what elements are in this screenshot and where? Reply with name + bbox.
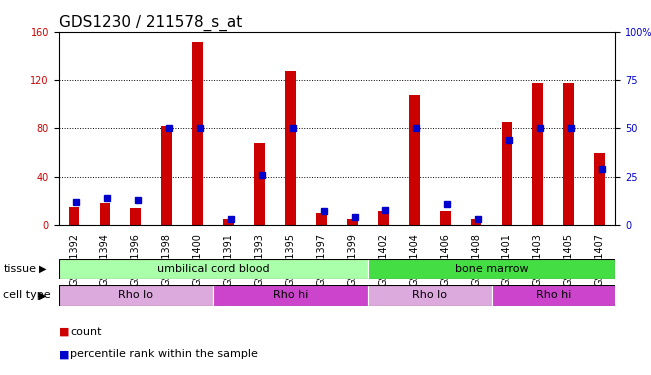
Bar (130, 208, 141, 225)
Bar (68, 207, 79, 225)
Bar (594, 153, 605, 225)
Text: ■: ■ (59, 327, 69, 337)
Text: ■: ■ (59, 350, 69, 359)
Bar (223, 219, 234, 225)
Text: Rho hi: Rho hi (273, 290, 308, 300)
Bar (59, 259, 615, 279)
Bar (59, 259, 368, 279)
Text: cell type: cell type (3, 291, 51, 300)
Bar (409, 94, 420, 225)
Text: Rho hi: Rho hi (536, 290, 571, 300)
Bar (533, 82, 544, 225)
Text: tissue: tissue (3, 264, 36, 274)
Bar (59, 285, 615, 306)
Text: bone marrow: bone marrow (454, 264, 529, 274)
Bar (501, 122, 512, 225)
Text: count: count (70, 327, 102, 337)
Bar (368, 285, 492, 306)
Bar (100, 203, 111, 225)
Bar (439, 210, 450, 225)
Text: ▶: ▶ (38, 291, 46, 300)
Bar (471, 219, 482, 225)
Text: umbilical cord blood: umbilical cord blood (157, 264, 270, 274)
Text: percentile rank within the sample: percentile rank within the sample (70, 350, 258, 359)
Bar (59, 285, 213, 306)
Bar (492, 285, 615, 306)
Bar (254, 143, 265, 225)
Bar (563, 82, 574, 225)
Text: GDS1230 / 211578_s_at: GDS1230 / 211578_s_at (59, 14, 242, 30)
Text: Rho lo: Rho lo (412, 290, 447, 300)
Text: Rho lo: Rho lo (118, 290, 154, 300)
Bar (316, 213, 327, 225)
Bar (368, 259, 615, 279)
Text: ▶: ▶ (38, 264, 46, 274)
Bar (378, 210, 389, 225)
Bar (161, 126, 173, 225)
Bar (213, 285, 368, 306)
Bar (347, 219, 358, 225)
Bar (285, 70, 296, 225)
Bar (192, 42, 203, 225)
